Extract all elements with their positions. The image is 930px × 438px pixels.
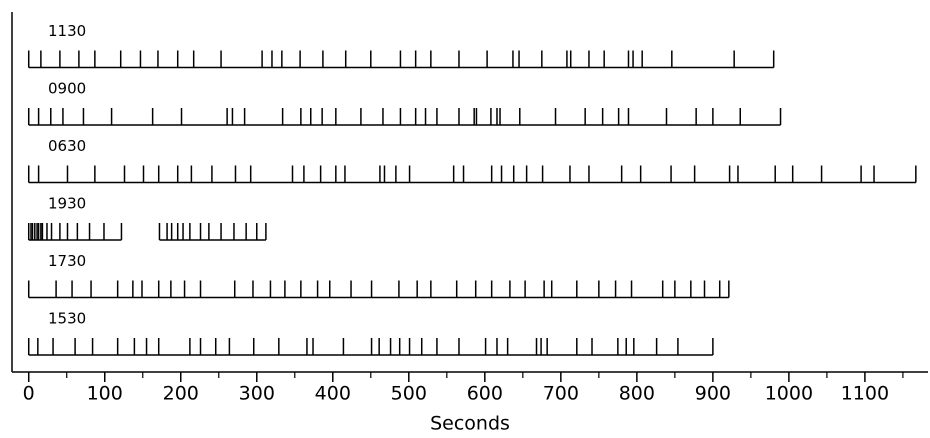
x-tick-label: 700 [543,383,579,405]
x-tick-label: 1000 [765,383,813,405]
x-tick-label: 100 [87,383,123,405]
x-tick-label: 200 [163,383,199,405]
row-label: 1530 [48,310,86,328]
row-label: 1930 [48,195,86,213]
row-label: 0630 [48,137,86,155]
row-label: 1130 [48,22,86,40]
x-tick-label: 600 [467,383,503,405]
x-tick-label: 0 [23,383,35,405]
x-axis-title: Seconds [430,413,510,435]
x-tick-label: 500 [391,383,427,405]
x-tick-label: 300 [239,383,275,405]
x-tick-label: 900 [695,383,731,405]
x-tick-label: 1100 [841,383,889,405]
x-tick-label: 800 [619,383,655,405]
row-label: 1730 [48,252,86,270]
x-tick-label: 400 [315,383,351,405]
row-label: 0900 [48,80,86,98]
